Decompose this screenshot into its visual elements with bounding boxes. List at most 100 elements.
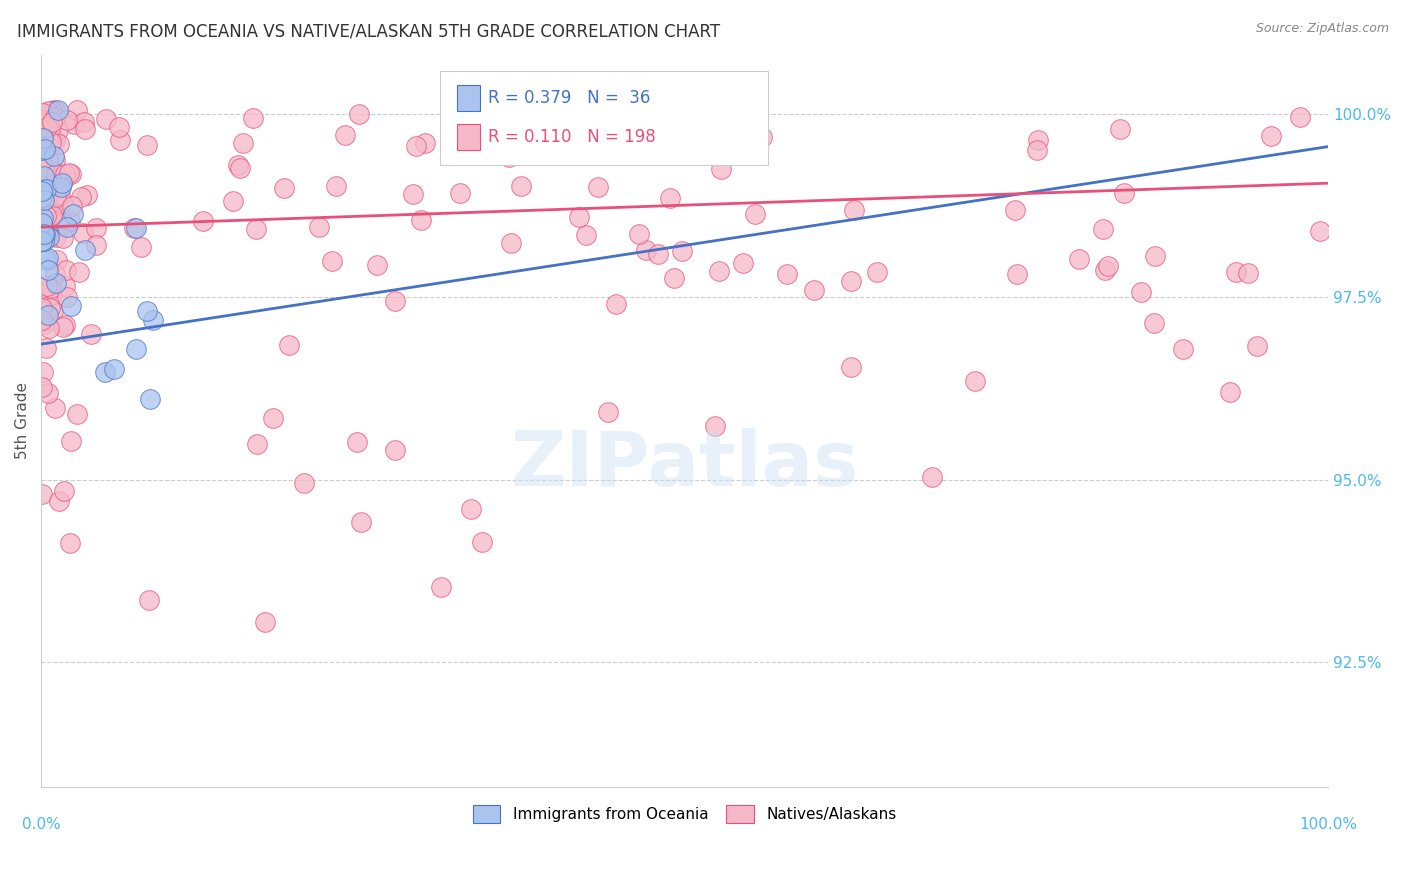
Point	[34, 215, 56, 229]
Point	[38, 123, 60, 137]
Point	[751, 130, 773, 145]
Point	[366, 258, 388, 272]
Point	[32, 318, 55, 332]
Point	[125, 342, 148, 356]
Point	[308, 220, 330, 235]
Point	[1309, 224, 1331, 238]
Point	[44, 103, 66, 118]
Point	[34, 142, 56, 156]
Point	[31, 143, 53, 157]
Point	[1026, 133, 1049, 147]
Point	[31, 380, 53, 394]
Point	[803, 283, 825, 297]
Point	[42, 190, 65, 204]
Point	[53, 167, 76, 181]
Point	[37, 182, 59, 196]
Point	[347, 107, 370, 121]
Point	[39, 280, 62, 294]
Point	[229, 161, 252, 175]
Point	[41, 103, 63, 118]
Point	[41, 288, 63, 302]
Point	[35, 209, 58, 223]
Point	[42, 163, 65, 178]
Point	[62, 207, 84, 221]
Point	[96, 112, 118, 126]
Point	[39, 135, 62, 149]
Point	[103, 361, 125, 376]
Point	[842, 203, 865, 218]
Point	[44, 401, 66, 416]
Point	[44, 149, 66, 163]
Point	[35, 279, 58, 293]
Point	[31, 235, 53, 249]
Point	[346, 435, 368, 450]
Point	[430, 580, 453, 594]
Point	[84, 220, 107, 235]
Point	[37, 226, 59, 240]
Point	[70, 190, 93, 204]
Point	[34, 290, 56, 304]
Point	[1112, 186, 1135, 200]
Point	[32, 365, 55, 379]
Point	[37, 152, 59, 166]
Point	[49, 210, 72, 224]
Point	[709, 264, 731, 278]
Point	[46, 103, 69, 117]
Point	[53, 218, 76, 232]
Point	[921, 470, 943, 484]
Point	[31, 314, 53, 328]
Point	[1237, 266, 1260, 280]
Point	[45, 207, 67, 221]
Point	[94, 365, 117, 379]
Point	[409, 213, 432, 227]
Point	[228, 158, 250, 172]
Point	[38, 227, 60, 241]
Point	[56, 113, 79, 128]
Point	[34, 129, 56, 144]
Point	[72, 114, 94, 128]
Point	[1094, 263, 1116, 277]
Point	[51, 177, 73, 191]
Point	[42, 303, 65, 318]
Point	[32, 211, 55, 226]
Point	[671, 244, 693, 258]
Point	[253, 615, 276, 629]
Point	[596, 111, 619, 125]
Point	[41, 208, 63, 222]
Point	[38, 301, 60, 315]
Point	[568, 210, 591, 224]
Point	[34, 227, 56, 242]
Point	[52, 174, 75, 188]
Point	[31, 216, 53, 230]
Point	[1005, 267, 1028, 281]
Point	[44, 133, 66, 147]
Point	[333, 128, 356, 142]
Text: Source: ZipAtlas.com: Source: ZipAtlas.com	[1256, 22, 1389, 36]
Point	[67, 265, 90, 279]
Point	[108, 120, 131, 134]
Legend: Immigrants from Oceania, Natives/Alaskans: Immigrants from Oceania, Natives/Alaskan…	[465, 797, 904, 830]
Text: 100.0%: 100.0%	[1299, 817, 1357, 832]
Point	[56, 219, 79, 234]
Point	[37, 386, 59, 401]
Point	[1260, 129, 1282, 144]
Point	[384, 293, 406, 308]
Point	[44, 110, 66, 124]
Point	[52, 320, 75, 334]
Point	[965, 374, 987, 388]
Point	[45, 252, 67, 267]
Point	[51, 195, 73, 210]
Text: IMMIGRANTS FROM OCEANIA VS NATIVE/ALASKAN 5TH GRADE CORRELATION CHART: IMMIGRANTS FROM OCEANIA VS NATIVE/ALASKA…	[17, 22, 720, 40]
Point	[44, 153, 66, 168]
Point	[37, 309, 59, 323]
Point	[647, 246, 669, 260]
Point	[41, 114, 63, 128]
Point	[73, 122, 96, 136]
Point	[34, 177, 56, 191]
Point	[321, 253, 343, 268]
Point	[273, 181, 295, 195]
Point	[1097, 260, 1119, 274]
Point	[221, 194, 243, 209]
Point	[292, 476, 315, 491]
Point	[263, 410, 285, 425]
